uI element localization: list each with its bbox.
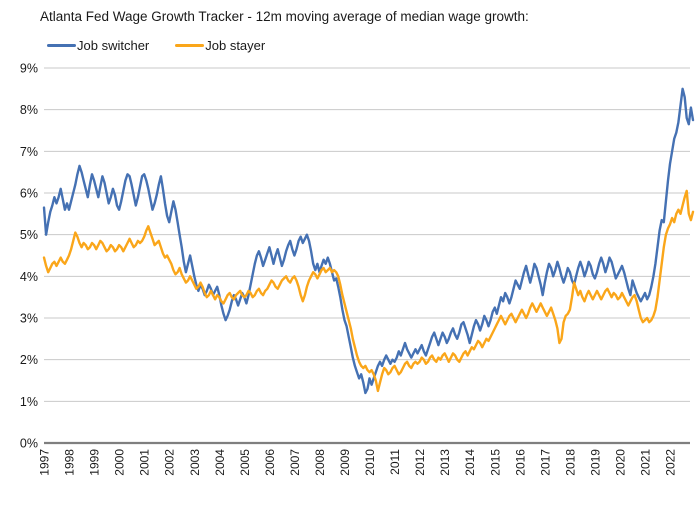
- series-line-job-stayer: [42, 189, 695, 393]
- legend-label-job-switcher: Job switcher: [77, 38, 150, 53]
- x-axis-tick-label: 2010: [363, 449, 377, 476]
- y-axis-tick-label: 7%: [20, 145, 38, 159]
- x-axis-tick-label: 2018: [563, 449, 577, 476]
- x-axis-tick-label: 2009: [338, 449, 352, 476]
- y-axis-tick-label: 4%: [20, 270, 38, 284]
- x-axis-tick-label: 2001: [138, 449, 152, 476]
- x-axis-tick-label: 2022: [664, 449, 678, 476]
- x-axis-tick-label: 2015: [488, 449, 502, 476]
- legend-swatch-job-stayer-line: [175, 43, 205, 48]
- x-axis-tick-label: 2003: [188, 449, 202, 476]
- x-axis-tick-label: 2014: [463, 449, 477, 476]
- y-axis-tick-label: 2%: [20, 353, 38, 367]
- x-axis-tick-label: 2007: [288, 449, 302, 476]
- y-axis-tick-label: 8%: [20, 103, 38, 117]
- y-axis-tick-label: 1%: [20, 395, 38, 409]
- y-axis-tick-label: 0%: [20, 437, 38, 451]
- y-axis-tick-label: 5%: [20, 228, 38, 242]
- legend-swatch-job-switcher-line: [47, 43, 76, 48]
- x-axis-tick-label: 2002: [163, 449, 177, 476]
- x-axis-tick-label: 1999: [88, 449, 102, 476]
- x-axis-tick-label: 2013: [438, 449, 452, 476]
- x-axis-tick-label: 2019: [588, 449, 602, 476]
- legend-label-job-stayer: Job stayer: [205, 38, 266, 53]
- y-axis-tick-label: 6%: [20, 187, 38, 201]
- x-axis-tick-label: 2004: [213, 449, 227, 476]
- x-axis-tick-label: 2020: [613, 449, 627, 476]
- series-line-job-switcher: [42, 87, 695, 395]
- x-axis-tick-label: 2011: [388, 449, 402, 475]
- chart-legend: Job switcher Job stayer: [47, 38, 265, 53]
- x-axis-tick-label: 1997: [38, 449, 52, 476]
- y-axis-tick-label: 9%: [20, 62, 38, 76]
- x-axis-tick-label: 2016: [513, 449, 527, 476]
- x-axis-tick-label: 2021: [639, 449, 653, 476]
- x-axis-tick-label: 2006: [263, 449, 277, 476]
- y-axis-tick-label: 3%: [20, 312, 38, 326]
- x-axis-tick-label: 2008: [313, 449, 327, 476]
- x-axis-tick-label: 1998: [63, 449, 77, 476]
- legend-item-job-stayer: Job stayer: [175, 38, 265, 53]
- x-axis-tick-label: 2012: [413, 449, 427, 476]
- legend-item-job-switcher: Job switcher: [47, 38, 149, 53]
- x-axis-tick-label: 2000: [113, 449, 127, 476]
- chart-title: Atlanta Fed Wage Growth Tracker - 12m mo…: [40, 9, 529, 24]
- x-axis-tick-label: 2017: [538, 449, 552, 476]
- x-axis-tick-label: 2005: [238, 449, 252, 476]
